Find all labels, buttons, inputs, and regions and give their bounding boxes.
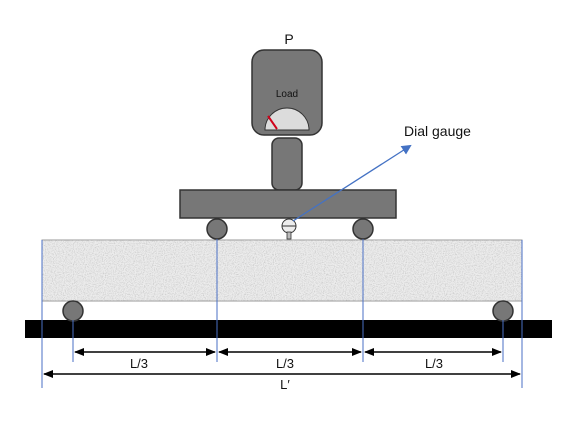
support-roller-left: [62, 300, 84, 322]
load-gauge-dial: [264, 107, 310, 131]
loading-plate: [179, 189, 397, 219]
load-roller-left: [206, 218, 228, 240]
support-roller-right: [492, 300, 514, 322]
dimension-third-2-label: L/3: [276, 356, 294, 371]
dial-gauge-stem: [286, 231, 292, 240]
gauge-needle: [267, 115, 278, 130]
dial-gauge-label: Dial gauge: [404, 123, 471, 139]
dimension-span-label: L′: [280, 377, 290, 392]
load-roller-right: [352, 218, 374, 240]
load-piston: [271, 137, 303, 191]
dial-gauge-arrow: [292, 144, 412, 222]
gauge-text: Load: [276, 89, 298, 100]
dimension-third-3-label: L/3: [425, 356, 443, 371]
dimension-third-1-label: L/3: [130, 356, 148, 371]
load-head: [251, 49, 323, 136]
load-symbol: P: [284, 31, 293, 47]
concrete-texture: [42, 240, 522, 301]
support-base: [25, 320, 552, 338]
